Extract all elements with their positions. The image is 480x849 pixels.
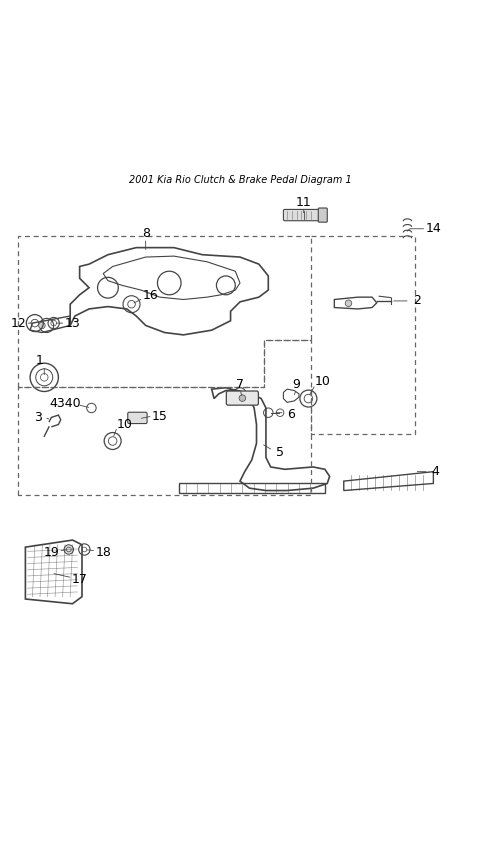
Text: 4: 4 xyxy=(432,465,440,478)
Text: 11: 11 xyxy=(296,196,312,210)
Text: 15: 15 xyxy=(152,409,168,423)
Text: 8: 8 xyxy=(142,227,150,240)
Text: 7: 7 xyxy=(236,378,244,391)
Text: 5: 5 xyxy=(276,447,284,459)
Text: 1: 1 xyxy=(36,354,44,368)
Circle shape xyxy=(239,395,246,402)
Text: 17: 17 xyxy=(72,573,87,586)
Circle shape xyxy=(345,300,352,306)
FancyBboxPatch shape xyxy=(318,208,327,222)
Circle shape xyxy=(64,545,73,554)
Circle shape xyxy=(38,322,45,329)
FancyBboxPatch shape xyxy=(283,210,322,221)
Text: 4340: 4340 xyxy=(49,396,81,410)
Text: 3: 3 xyxy=(34,411,42,424)
FancyBboxPatch shape xyxy=(128,413,147,424)
FancyBboxPatch shape xyxy=(227,391,258,405)
Text: 10: 10 xyxy=(314,374,330,388)
Text: 13: 13 xyxy=(65,317,81,329)
Text: 10: 10 xyxy=(117,418,132,431)
Text: 14: 14 xyxy=(425,222,441,235)
Text: 16: 16 xyxy=(143,290,158,302)
Text: 18: 18 xyxy=(95,546,111,559)
Text: 12: 12 xyxy=(11,317,26,329)
Title: 2001 Kia Rio Clutch & Brake Pedal Diagram 1: 2001 Kia Rio Clutch & Brake Pedal Diagra… xyxy=(129,175,351,185)
Text: 2: 2 xyxy=(413,295,421,307)
Text: 9: 9 xyxy=(293,378,300,391)
Text: 19: 19 xyxy=(44,546,59,559)
Text: 6: 6 xyxy=(287,408,295,421)
